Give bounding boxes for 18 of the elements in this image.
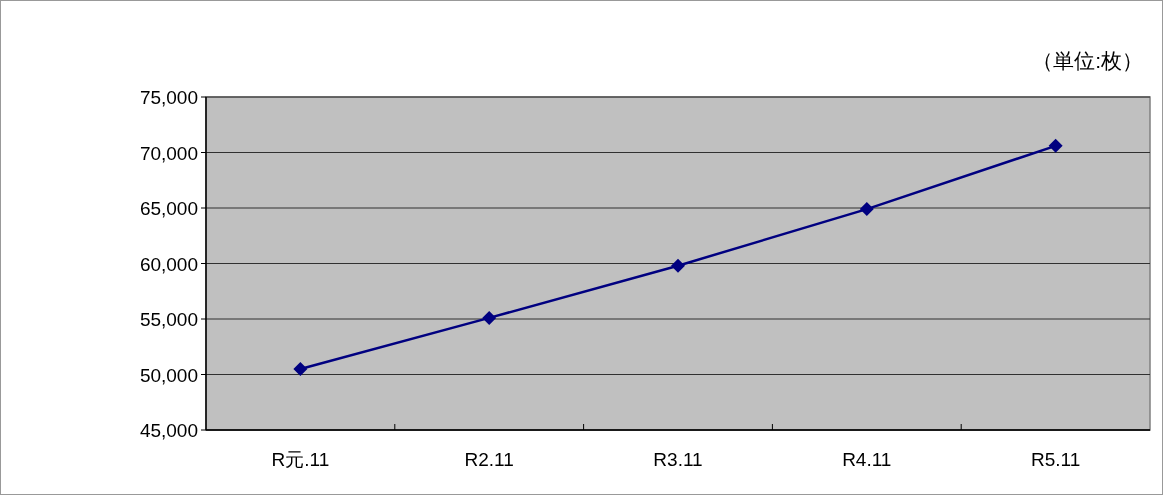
- y-tick-label: 55,000: [139, 309, 198, 330]
- point: [671, 258, 685, 273]
- x-tick-label: R2.11: [464, 449, 514, 470]
- point: [1048, 138, 1063, 153]
- y-tick-label: 65,000: [139, 198, 198, 219]
- point: [859, 202, 874, 217]
- x-tick-label: R3.11: [653, 449, 703, 470]
- x-tick-label: R元.11: [271, 449, 330, 470]
- point: [293, 361, 308, 376]
- y-tick-label: 45,000: [139, 420, 198, 441]
- y-tick-label: 50,000: [139, 364, 198, 386]
- x-tick-label: R4.11: [842, 449, 892, 470]
- x-tick-label: R5.11: [1030, 449, 1081, 470]
- y-tick-label: 70,000: [139, 142, 198, 164]
- y-tick-label: 60,000: [139, 253, 198, 275]
- text: （単位:枚）: [1032, 49, 1143, 72]
- point: [482, 310, 497, 325]
- y-tick-label: 75,000: [139, 87, 198, 108]
